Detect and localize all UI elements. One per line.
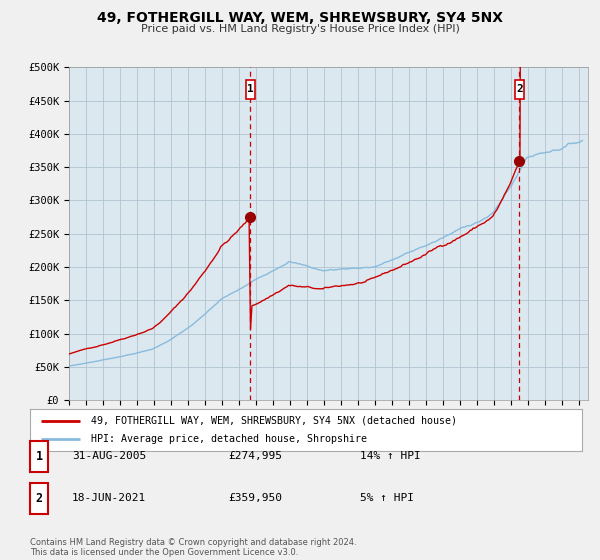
Text: HPI: Average price, detached house, Shropshire: HPI: Average price, detached house, Shro… — [91, 434, 367, 444]
Text: 31-AUG-2005: 31-AUG-2005 — [72, 451, 146, 461]
Text: 49, FOTHERGILL WAY, WEM, SHREWSBURY, SY4 5NX: 49, FOTHERGILL WAY, WEM, SHREWSBURY, SY4… — [97, 11, 503, 25]
Text: Price paid vs. HM Land Registry's House Price Index (HPI): Price paid vs. HM Land Registry's House … — [140, 24, 460, 34]
Text: 18-JUN-2021: 18-JUN-2021 — [72, 493, 146, 503]
Text: 49, FOTHERGILL WAY, WEM, SHREWSBURY, SY4 5NX (detached house): 49, FOTHERGILL WAY, WEM, SHREWSBURY, SY4… — [91, 416, 457, 426]
Text: Contains HM Land Registry data © Crown copyright and database right 2024.
This d: Contains HM Land Registry data © Crown c… — [30, 538, 356, 557]
Text: 2: 2 — [516, 84, 523, 94]
FancyBboxPatch shape — [246, 80, 255, 99]
Text: 14% ↑ HPI: 14% ↑ HPI — [360, 451, 421, 461]
Text: 2: 2 — [35, 492, 43, 505]
Text: £274,995: £274,995 — [228, 451, 282, 461]
Text: £359,950: £359,950 — [228, 493, 282, 503]
Text: 5% ↑ HPI: 5% ↑ HPI — [360, 493, 414, 503]
Text: 1: 1 — [247, 84, 254, 94]
Text: 1: 1 — [35, 450, 43, 463]
FancyBboxPatch shape — [515, 80, 524, 99]
